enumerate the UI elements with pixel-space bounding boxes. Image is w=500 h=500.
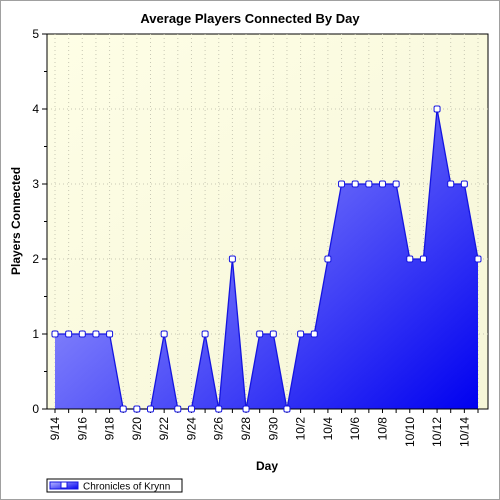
data-point-marker — [187, 405, 195, 413]
data-point-marker — [406, 255, 414, 263]
data-point-marker — [460, 180, 468, 188]
data-point-marker — [228, 255, 236, 263]
x-tick-label: 9/14 — [48, 417, 62, 441]
chart-title: Average Players Connected By Day — [140, 11, 360, 26]
x-tick-label: 9/20 — [130, 417, 144, 441]
x-tick-label: 10/6 — [348, 417, 362, 441]
y-tick-label: 2 — [32, 252, 39, 266]
legend: Chronicles of Krynn — [46, 478, 183, 493]
data-point-marker — [201, 330, 209, 338]
data-point-marker — [433, 105, 441, 113]
x-tick-label: 10/14 — [457, 417, 471, 447]
data-point-marker — [378, 180, 386, 188]
x-tick-label: 9/22 — [157, 417, 171, 441]
data-point-marker — [119, 405, 127, 413]
x-tick-label: 9/24 — [184, 417, 198, 441]
x-tick-label: 10/8 — [375, 417, 389, 441]
data-point-marker — [447, 180, 455, 188]
data-point-marker — [242, 405, 250, 413]
data-point-marker — [256, 330, 264, 338]
y-axis-title: Players Connected — [9, 167, 23, 275]
y-tick-label: 4 — [32, 102, 39, 116]
data-point-marker — [324, 255, 332, 263]
legend-swatch-marker — [60, 481, 68, 489]
data-point-marker — [351, 180, 359, 188]
data-point-marker — [338, 180, 346, 188]
data-point-marker — [78, 330, 86, 338]
data-point-marker — [160, 330, 168, 338]
data-point-marker — [310, 330, 318, 338]
data-point-marker — [133, 405, 141, 413]
data-point-marker — [365, 180, 373, 188]
x-tick-label: 10/12 — [430, 417, 444, 447]
y-tick-label: 3 — [32, 177, 39, 191]
x-tick-label: 10/2 — [294, 417, 308, 441]
data-point-marker — [392, 180, 400, 188]
legend-box — [46, 478, 183, 493]
data-point-marker — [51, 330, 59, 338]
data-point-marker — [106, 330, 114, 338]
x-tick-label: 9/16 — [75, 417, 89, 441]
data-point-marker — [283, 405, 291, 413]
data-point-marker — [215, 405, 223, 413]
legend-label: Chronicles of Krynn — [83, 482, 170, 493]
data-point-marker — [297, 330, 305, 338]
data-point-marker — [419, 255, 427, 263]
x-tick-label: 9/26 — [212, 417, 226, 441]
x-tick-label: 9/18 — [103, 417, 117, 441]
data-point-marker — [474, 255, 482, 263]
x-tick-label: 10/4 — [321, 417, 335, 441]
data-point-marker — [174, 405, 182, 413]
y-tick-label: 5 — [32, 27, 39, 41]
y-tick-label: 1 — [32, 327, 39, 341]
series-markers — [51, 105, 482, 413]
x-axis-title: Day — [256, 459, 278, 473]
axes: 0 1 2 3 4 5 9/14 9/16 9/18 9/20 9/22 9/24 9/26 9/28 9/… — [32, 27, 488, 447]
data-point-marker — [92, 330, 100, 338]
x-tick-label: 10/10 — [403, 417, 417, 447]
data-point-marker — [147, 405, 155, 413]
data-point-marker — [269, 330, 277, 338]
y-tick-label: 0 — [32, 402, 39, 416]
x-tick-label: 9/30 — [266, 417, 280, 441]
x-tick-label: 9/28 — [239, 417, 253, 441]
data-point-marker — [65, 330, 73, 338]
